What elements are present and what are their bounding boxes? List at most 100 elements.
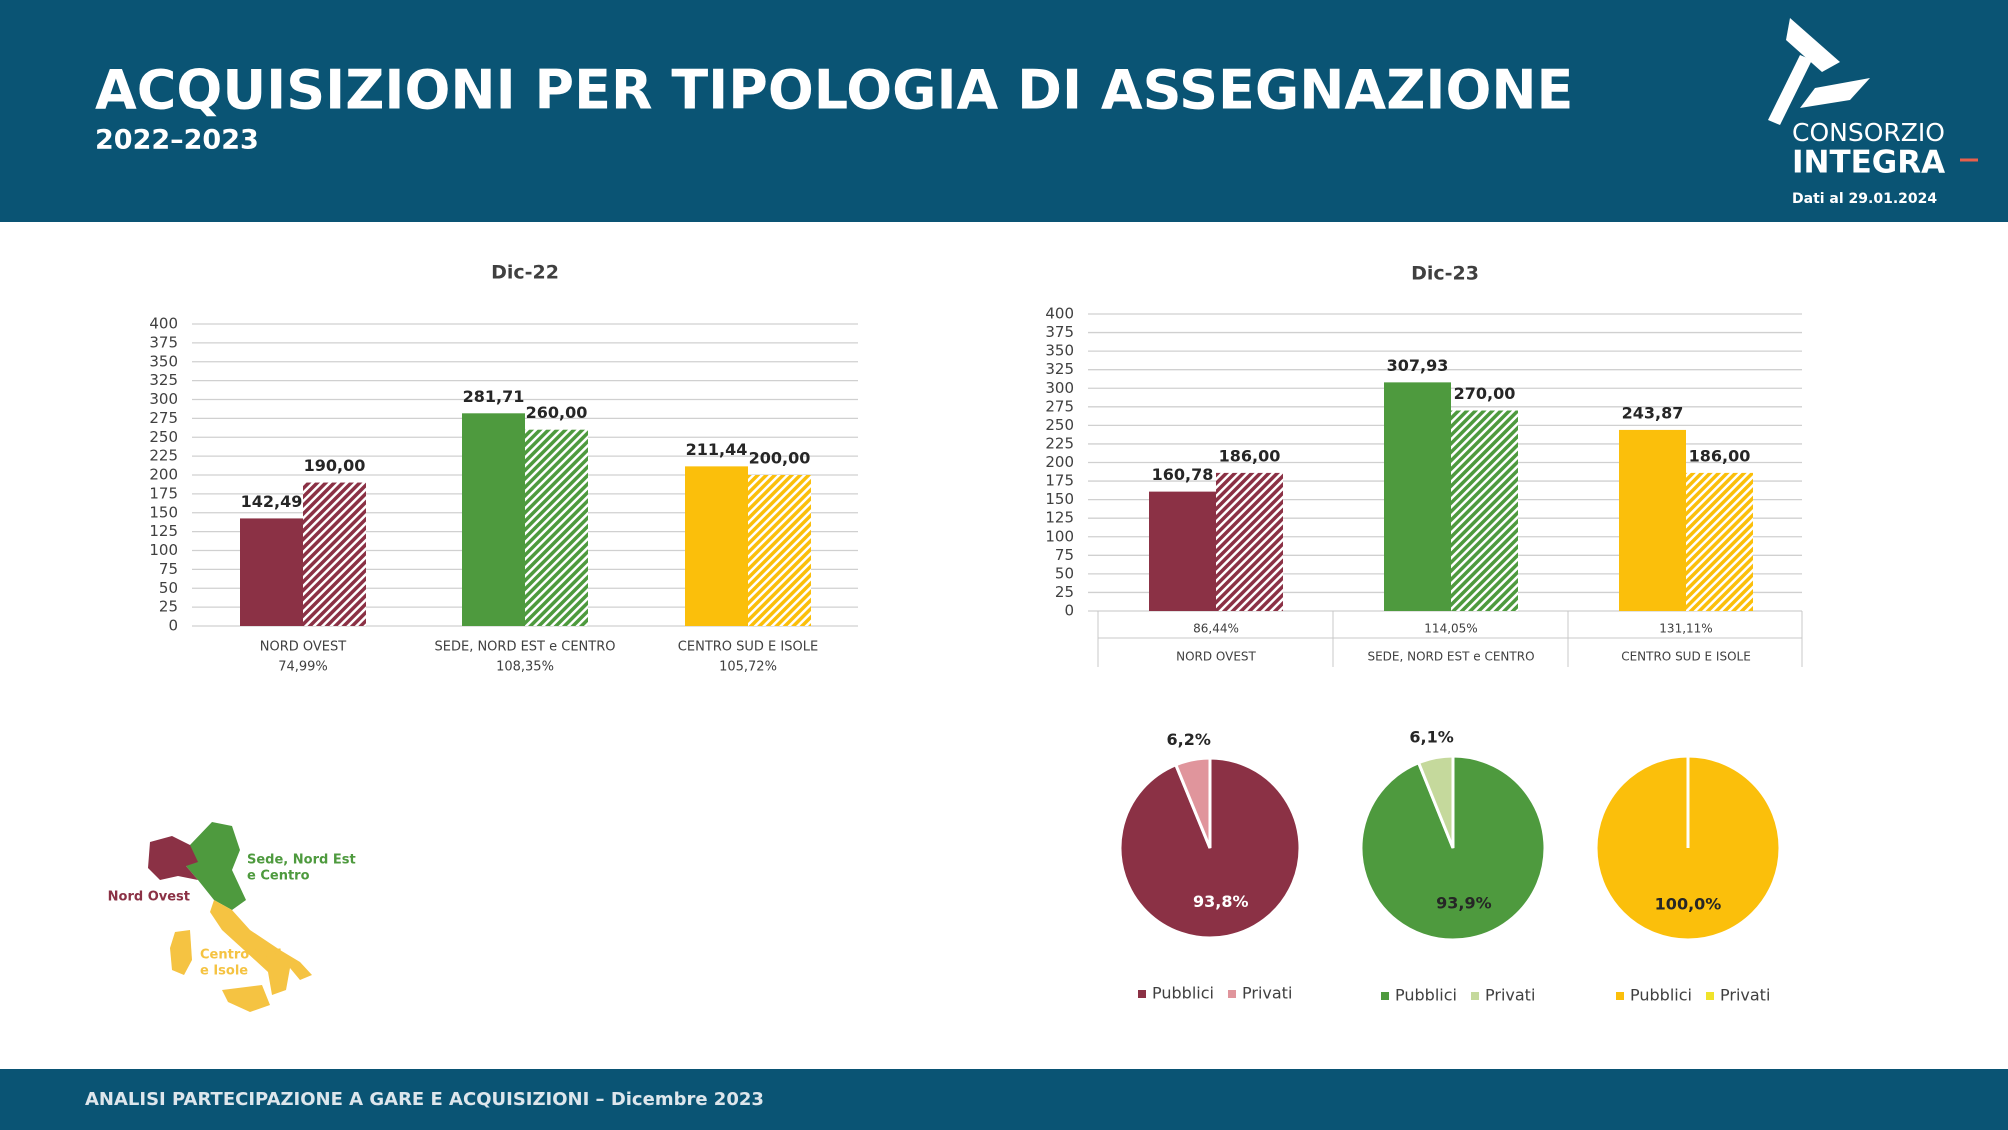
map-label: e Centro (247, 869, 310, 884)
y-tick-label: 125 (149, 522, 178, 540)
value-label: 93,9% (1436, 893, 1492, 912)
y-tick-label: 400 (149, 315, 178, 333)
legend-swatch (1616, 992, 1624, 1000)
y-tick-label: 250 (1045, 416, 1074, 434)
title: ACQUISIZIONI PER TIPOLOGIA DI ASSEGNAZIO… (95, 59, 1573, 122)
value-label: 186,00 (1689, 446, 1751, 465)
category-note: 105,72% (719, 660, 777, 675)
bar (303, 482, 366, 626)
y-tick-label: 350 (149, 352, 178, 370)
legend-swatch (1381, 992, 1389, 1000)
y-tick-label: 50 (1055, 564, 1074, 582)
category-note: 74,99% (278, 660, 328, 675)
x-tick-label: NORD OVEST (260, 640, 346, 655)
y-tick-label: 75 (1055, 546, 1074, 564)
value-label: 6,1% (1409, 727, 1453, 746)
legend-label: Privati (1720, 986, 1770, 1005)
logo-top: CONSORZIO (1792, 118, 1945, 147)
y-tick-label: 150 (1045, 490, 1074, 508)
header-band (0, 0, 2008, 222)
value-label: 100,0% (1655, 895, 1722, 914)
y-tick-label: 275 (149, 409, 178, 427)
region-north-east (186, 822, 246, 910)
bar (685, 466, 748, 626)
map-label: Sede, Nord Est (247, 853, 356, 868)
map-label: Centro Sud (200, 948, 282, 963)
y-tick-label: 175 (149, 484, 178, 502)
subtitle: 2022–2023 (95, 125, 259, 156)
legend-label: Pubblici (1630, 986, 1692, 1005)
y-tick-label: 275 (1045, 397, 1074, 415)
chart-title: Dic-22 (491, 262, 559, 284)
category-note: 108,35% (496, 660, 554, 675)
x-tick-label: SEDE, NORD EST e CENTRO (435, 640, 616, 655)
bar (1149, 491, 1216, 611)
y-tick-label: 200 (1045, 453, 1074, 471)
value-label: 211,44 (686, 440, 748, 459)
y-tick-label: 50 (159, 579, 178, 597)
footer-band (0, 1069, 2008, 1130)
chart-title: Dic-23 (1411, 263, 1479, 285)
x-tick-label: CENTRO SUD E ISOLE (1621, 650, 1751, 664)
bar (748, 475, 811, 626)
value-label: 260,00 (526, 403, 588, 422)
category-note: 86,44% (1193, 622, 1239, 636)
legend-label: Privati (1485, 986, 1535, 1005)
y-tick-label: 400 (1045, 305, 1074, 323)
y-tick-label: 25 (159, 598, 178, 616)
region-south (210, 900, 312, 995)
legend-swatch (1471, 992, 1479, 1000)
pie-slice (1173, 756, 1212, 849)
y-tick-label: 175 (1045, 472, 1074, 490)
y-tick-label: 250 (149, 428, 178, 446)
value-label: 243,87 (1622, 403, 1684, 422)
bar (462, 413, 525, 626)
y-tick-label: 75 (159, 560, 178, 578)
pie-slice (1416, 754, 1455, 849)
legend-swatch (1706, 992, 1714, 1000)
category-note: 114,05% (1424, 622, 1477, 636)
value-label: 93,8% (1193, 892, 1249, 911)
y-tick-label: 125 (1045, 509, 1074, 527)
map-label: e Isole (200, 964, 248, 979)
y-tick-label: 325 (1045, 360, 1074, 378)
y-tick-label: 25 (1055, 583, 1074, 601)
bar (1384, 382, 1451, 611)
bar (1451, 410, 1518, 611)
legend-label: Pubblici (1152, 984, 1214, 1003)
legend-label: Pubblici (1395, 986, 1457, 1005)
legend-label: Privati (1242, 984, 1292, 1003)
x-tick-label: SEDE, NORD EST e CENTRO (1367, 650, 1534, 664)
legend-swatch (1228, 990, 1236, 998)
y-tick-label: 375 (1045, 323, 1074, 341)
value-label: 307,93 (1387, 356, 1449, 375)
y-tick-label: 100 (1045, 527, 1074, 545)
value-label: 200,00 (749, 449, 811, 468)
italy-map (148, 822, 312, 1012)
bar (1686, 472, 1753, 611)
y-tick-label: 0 (168, 617, 178, 635)
y-tick-label: 350 (1045, 342, 1074, 360)
y-tick-label: 0 (1064, 602, 1074, 620)
bar (525, 429, 588, 626)
y-tick-label: 200 (149, 466, 178, 484)
region-north-west (148, 836, 198, 880)
map-label: Nord Ovest (108, 890, 190, 905)
footer-text: ANALISI PARTECIPAZIONE A GARE E ACQUISIZ… (85, 1089, 764, 1110)
logo-mark (1768, 18, 1870, 125)
value-label: 281,71 (463, 387, 525, 406)
region-sicily (222, 985, 270, 1012)
value-label: 142,49 (241, 492, 303, 511)
date-note: Dati al 29.01.2024 (1792, 191, 1937, 207)
y-tick-label: 225 (1045, 434, 1074, 452)
bar (240, 518, 303, 626)
x-tick-label: NORD OVEST (1176, 650, 1256, 664)
y-tick-label: 300 (149, 390, 178, 408)
bar (1619, 429, 1686, 611)
value-label: 6,2% (1167, 730, 1211, 749)
region-sardinia (170, 930, 192, 975)
value-label: 270,00 (1454, 384, 1516, 403)
value-label: 186,00 (1219, 446, 1281, 465)
y-tick-label: 300 (1045, 379, 1074, 397)
